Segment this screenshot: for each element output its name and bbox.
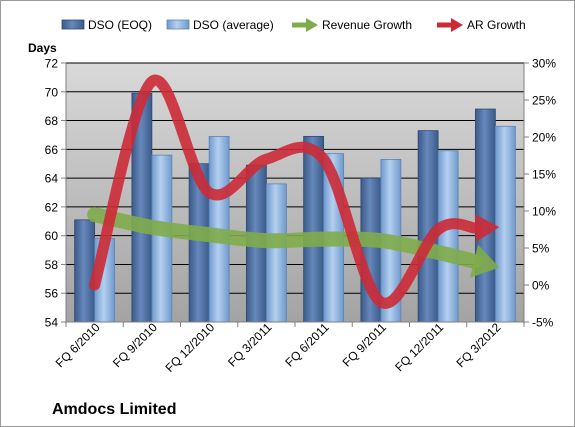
x-axis-ticks: FQ 6/2010 FQ 9/2010 FQ 12/2010 FQ 3/2011 FQ …	[53, 320, 525, 375]
left-tick-label: 60	[45, 229, 59, 243]
ar-growth-line	[89, 74, 481, 309]
bar-dso-eoq	[74, 219, 96, 323]
revenue-growth-arrowhead	[469, 244, 500, 278]
bar-dso-average	[265, 183, 287, 323]
x-tick-label: FQ 3/2011	[225, 320, 275, 370]
x-tick-label: FQ 6/2011	[282, 320, 332, 370]
right-axis-ticks: -5% 0% 5% 10% 15% 20% 25% 30%	[524, 57, 556, 330]
bar-dso-average	[151, 154, 173, 323]
left-axis-ticks: 54 56 58 60 62 64 66 68 70 72	[45, 57, 66, 330]
left-tick-label: 54	[45, 316, 59, 330]
growth-arrows	[87, 74, 500, 309]
right-tick-label: 10%	[532, 205, 556, 219]
legend-label-dso-average: DSO (average)	[193, 18, 274, 32]
left-tick-label: 64	[45, 172, 59, 186]
left-tick-label: 68	[45, 114, 59, 128]
x-tick-label: FQ 12/2010	[163, 320, 218, 375]
right-tick-label: 30%	[532, 57, 556, 71]
bar-dso-eoq	[474, 108, 496, 323]
left-tick-label: 66	[45, 143, 59, 157]
right-tick-label: 0%	[532, 279, 550, 293]
bar-dso-average	[494, 125, 516, 323]
legend-swatch-dso-eoq	[61, 19, 85, 30]
left-tick-label: 72	[45, 57, 59, 71]
bar-dso-average	[437, 150, 459, 323]
ar-growth-arrowhead	[474, 214, 500, 243]
left-tick-label: 62	[45, 200, 59, 214]
left-tick-label: 70	[45, 85, 59, 99]
x-tick-label: FQ 3/2012	[454, 320, 504, 370]
legend-label-ar-growth: AR Growth	[467, 18, 526, 32]
right-tick-label: 20%	[532, 131, 556, 145]
x-tick-label: FQ 12/2011	[392, 320, 446, 374]
legend-arrow-ar-growth	[437, 18, 463, 32]
y-axis-title-days: Days	[28, 41, 57, 55]
legend-swatch-dso-average	[166, 19, 190, 30]
x-tick-label: FQ 6/2010	[53, 320, 103, 370]
legend-label-dso-eoq: DSO (EOQ)	[88, 18, 152, 32]
left-tick-label: 56	[45, 287, 59, 301]
x-tick-label: FQ 9/2011	[340, 320, 390, 370]
right-tick-label: 25%	[532, 94, 556, 108]
legend-label-revenue-growth: Revenue Growth	[322, 18, 412, 32]
company-name: Amdocs Limited	[52, 401, 176, 418]
right-tick-label: 15%	[532, 168, 556, 182]
legend: DSO (EOQ) DSO (average) Revenue Growth A…	[61, 18, 526, 32]
legend-arrow-revenue-growth	[292, 18, 318, 32]
revenue-growth-line	[87, 207, 482, 269]
right-tick-label: 5%	[532, 242, 550, 256]
right-tick-label: -5%	[532, 316, 554, 330]
left-tick-label: 58	[45, 258, 59, 272]
x-tick-label: FQ 9/2010	[110, 320, 160, 370]
